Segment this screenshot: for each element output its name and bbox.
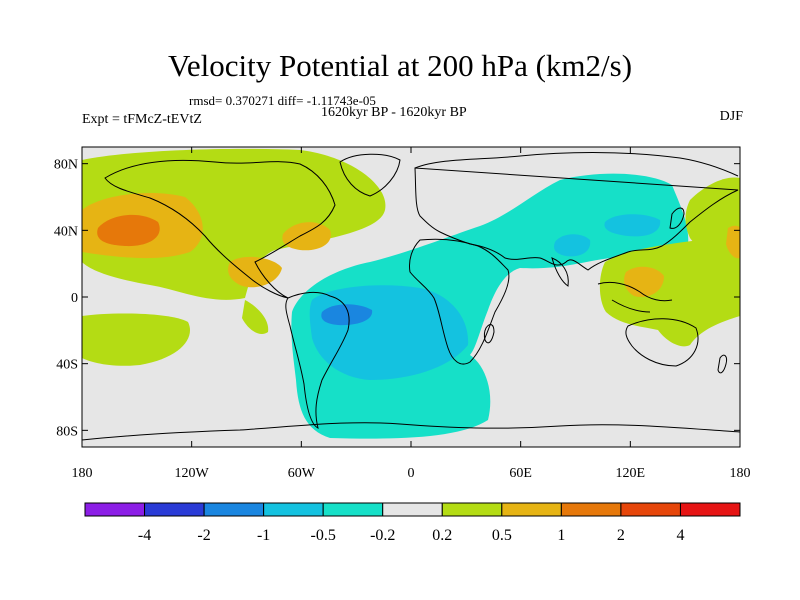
colorbar-box bbox=[441, 502, 503, 517]
colorbar: -4 -2 -1 -0.5 -0.2 0.2 0.5 1 2 4 bbox=[84, 502, 741, 544]
chart-title: Velocity Potential at 200 hPa (km2/s) bbox=[167, 48, 633, 83]
colorbar-label: 0.5 bbox=[492, 527, 512, 544]
lon-tick-label: 60E bbox=[509, 466, 532, 481]
experiment-label: Expt = tFMcZ-tEVtZ bbox=[82, 112, 202, 127]
season-label: DJF bbox=[719, 109, 743, 124]
colorbar-box bbox=[501, 502, 562, 517]
coastlines bbox=[82, 152, 740, 441]
stats-line: rmsd= 0.370271 diff= -1.11743e-05 bbox=[189, 93, 376, 108]
colorbar-box bbox=[203, 502, 265, 517]
colorbar-box bbox=[679, 502, 741, 517]
field-china-core bbox=[604, 214, 661, 237]
colorbar-box bbox=[560, 502, 622, 517]
lat-tick-label: 80S bbox=[56, 424, 78, 439]
contour-fields bbox=[82, 148, 740, 441]
lon-tick-label: 180 bbox=[72, 466, 93, 481]
field-north-pacific-peak bbox=[97, 214, 160, 247]
lon-tick-label: 60W bbox=[288, 466, 316, 481]
field-indonesia-high bbox=[599, 226, 740, 347]
colorbar-label: -4 bbox=[138, 527, 151, 544]
colorbar-box bbox=[84, 502, 146, 517]
colorbar-box bbox=[382, 502, 443, 517]
field-northeast-pacific-high bbox=[685, 177, 740, 262]
colorbar-label: -0.5 bbox=[311, 527, 336, 544]
field-dateline-core bbox=[726, 225, 740, 259]
colorbar-box bbox=[144, 502, 205, 517]
lat-tick-label: 80N bbox=[54, 158, 78, 173]
colorbar-label: 0.2 bbox=[432, 527, 452, 544]
colorbar-label: 1 bbox=[557, 527, 565, 544]
colorbar-box bbox=[263, 502, 324, 517]
longitude-axis: 180 120W 60W 0 60E 120E 180 bbox=[72, 147, 751, 481]
colorbar-box bbox=[620, 502, 681, 517]
colorbar-label: 4 bbox=[676, 527, 684, 544]
lon-tick-label: 120W bbox=[175, 466, 210, 481]
lon-tick-label: 180 bbox=[730, 466, 751, 481]
colorbar-box bbox=[322, 502, 384, 517]
lat-tick-label: 0 bbox=[71, 291, 78, 306]
field-mexico-core bbox=[228, 256, 282, 288]
colorbar-label: -1 bbox=[257, 527, 270, 544]
field-south-pacific-band bbox=[82, 313, 190, 366]
lon-tick-label: 120E bbox=[616, 466, 646, 481]
field-north-pacific-high bbox=[82, 148, 386, 300]
lon-tick-label: 0 bbox=[408, 466, 415, 481]
colorbar-label: -0.2 bbox=[370, 527, 395, 544]
field-atlantic-core bbox=[282, 222, 331, 251]
field-brazil-peak bbox=[321, 304, 373, 326]
field-philippines-core bbox=[624, 266, 664, 298]
latitude-axis: 80N 40N 0 40S 80S bbox=[54, 158, 740, 439]
colorbar-label: -2 bbox=[197, 527, 210, 544]
period-label: 1620kyr BP - 1620kyr BP bbox=[321, 105, 467, 120]
lat-tick-label: 40S bbox=[56, 358, 78, 373]
colorbar-label: 2 bbox=[617, 527, 625, 544]
lat-tick-label: 40N bbox=[54, 224, 78, 239]
field-india-core bbox=[554, 234, 591, 257]
field-east-pacific-tail bbox=[242, 300, 269, 335]
